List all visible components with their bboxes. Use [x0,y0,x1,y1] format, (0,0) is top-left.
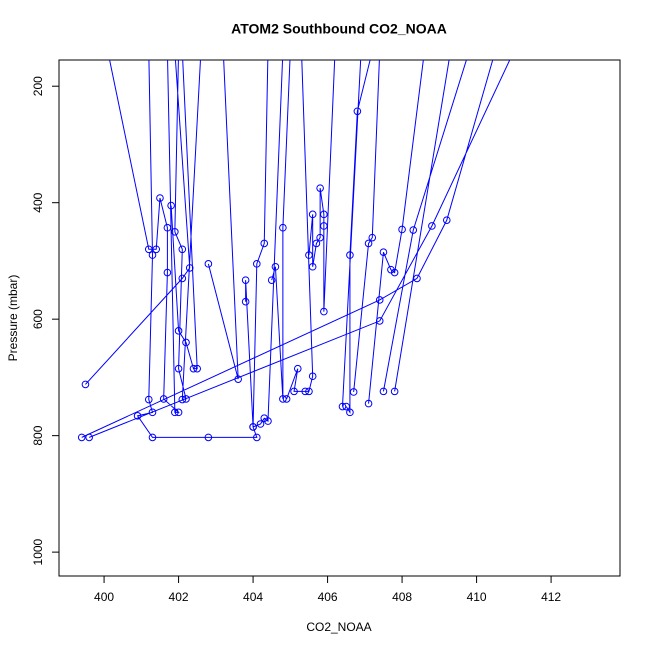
plot-frame [58,59,621,577]
data-point [85,433,93,442]
data-point [320,307,328,316]
data-point [409,226,418,234]
data-point [133,412,142,420]
data-point [398,225,406,234]
data-point [241,297,250,306]
data-point [148,251,157,259]
data-point [312,239,321,248]
data-point [305,251,313,259]
data-point [204,433,213,442]
data-point [308,372,317,381]
data-point [338,402,347,411]
data-point [305,387,313,396]
x-tick-label: 404 [243,590,263,604]
data-point [234,375,242,383]
data-point [163,223,172,232]
plot-area [77,60,511,442]
data-point [342,402,351,411]
data-point [204,260,213,268]
data-point [379,387,388,396]
data-point [308,262,317,271]
data-point [353,107,362,116]
data-point [163,268,172,277]
data-point [241,276,250,284]
data-point [253,260,261,268]
data-point [279,395,287,403]
data-point [77,433,86,442]
chart-title: ATOM2 Southbound CO2_NOAA [231,21,447,37]
y-tick-label: 1000 [31,538,45,565]
data-point [364,239,373,248]
data-point [260,239,269,248]
data-point [428,222,436,230]
data-point [152,245,161,254]
data-point [279,223,287,232]
data-point [413,274,421,283]
data-point [144,395,153,404]
data-point [320,210,328,219]
data-point [178,274,187,283]
data-point [189,364,198,373]
data-point [316,233,324,242]
data-point [282,395,291,403]
data-point [390,268,399,277]
y-tick-label: 400 [31,192,45,212]
data-point [182,338,190,347]
data-point [442,216,451,224]
y-tick-label: 200 [31,76,45,96]
data-point [301,387,310,396]
data-point [171,408,179,417]
data-point [253,433,261,442]
data-point [320,222,328,230]
data-point [193,364,202,373]
x-tick-label: 408 [392,590,412,604]
data-point [390,387,399,396]
data-point [308,210,317,219]
data-point [293,364,302,373]
data-point [379,248,388,256]
data-point [182,395,190,403]
data-point [178,245,187,254]
data-point [156,194,164,202]
data-point [144,245,153,254]
data-point [346,408,354,417]
data-point [178,395,187,404]
data-point [171,228,179,236]
x-axis-label: CO2_NOAA [306,620,371,634]
data-point [167,201,175,210]
data-point [267,276,276,284]
y-axis-label: Pressure (mbar) [6,275,20,362]
data-point [249,423,257,431]
x-tick-label: 402 [169,590,189,604]
data-point [290,387,298,396]
x-tick-label: 410 [467,590,487,604]
data-point [271,262,280,271]
y-tick-label: 800 [31,425,45,445]
data-point [346,251,354,259]
data-point [159,395,168,403]
data-point [264,417,272,425]
data-point [375,296,384,304]
data-point [368,233,377,242]
data-point [364,399,373,408]
data-point [185,264,194,272]
data-point [349,388,358,396]
x-tick-label: 406 [318,590,338,604]
data-point [174,327,183,335]
data-point [375,317,384,325]
data-point [174,408,183,417]
data-point [148,408,157,417]
data-point [256,420,265,428]
data-point [316,184,324,192]
data-point [174,364,183,373]
y-tick-label: 600 [31,309,45,329]
x-tick-label: 400 [94,590,114,604]
data-point [81,380,90,389]
data-point [148,433,157,442]
x-tick-label: 412 [541,590,561,604]
